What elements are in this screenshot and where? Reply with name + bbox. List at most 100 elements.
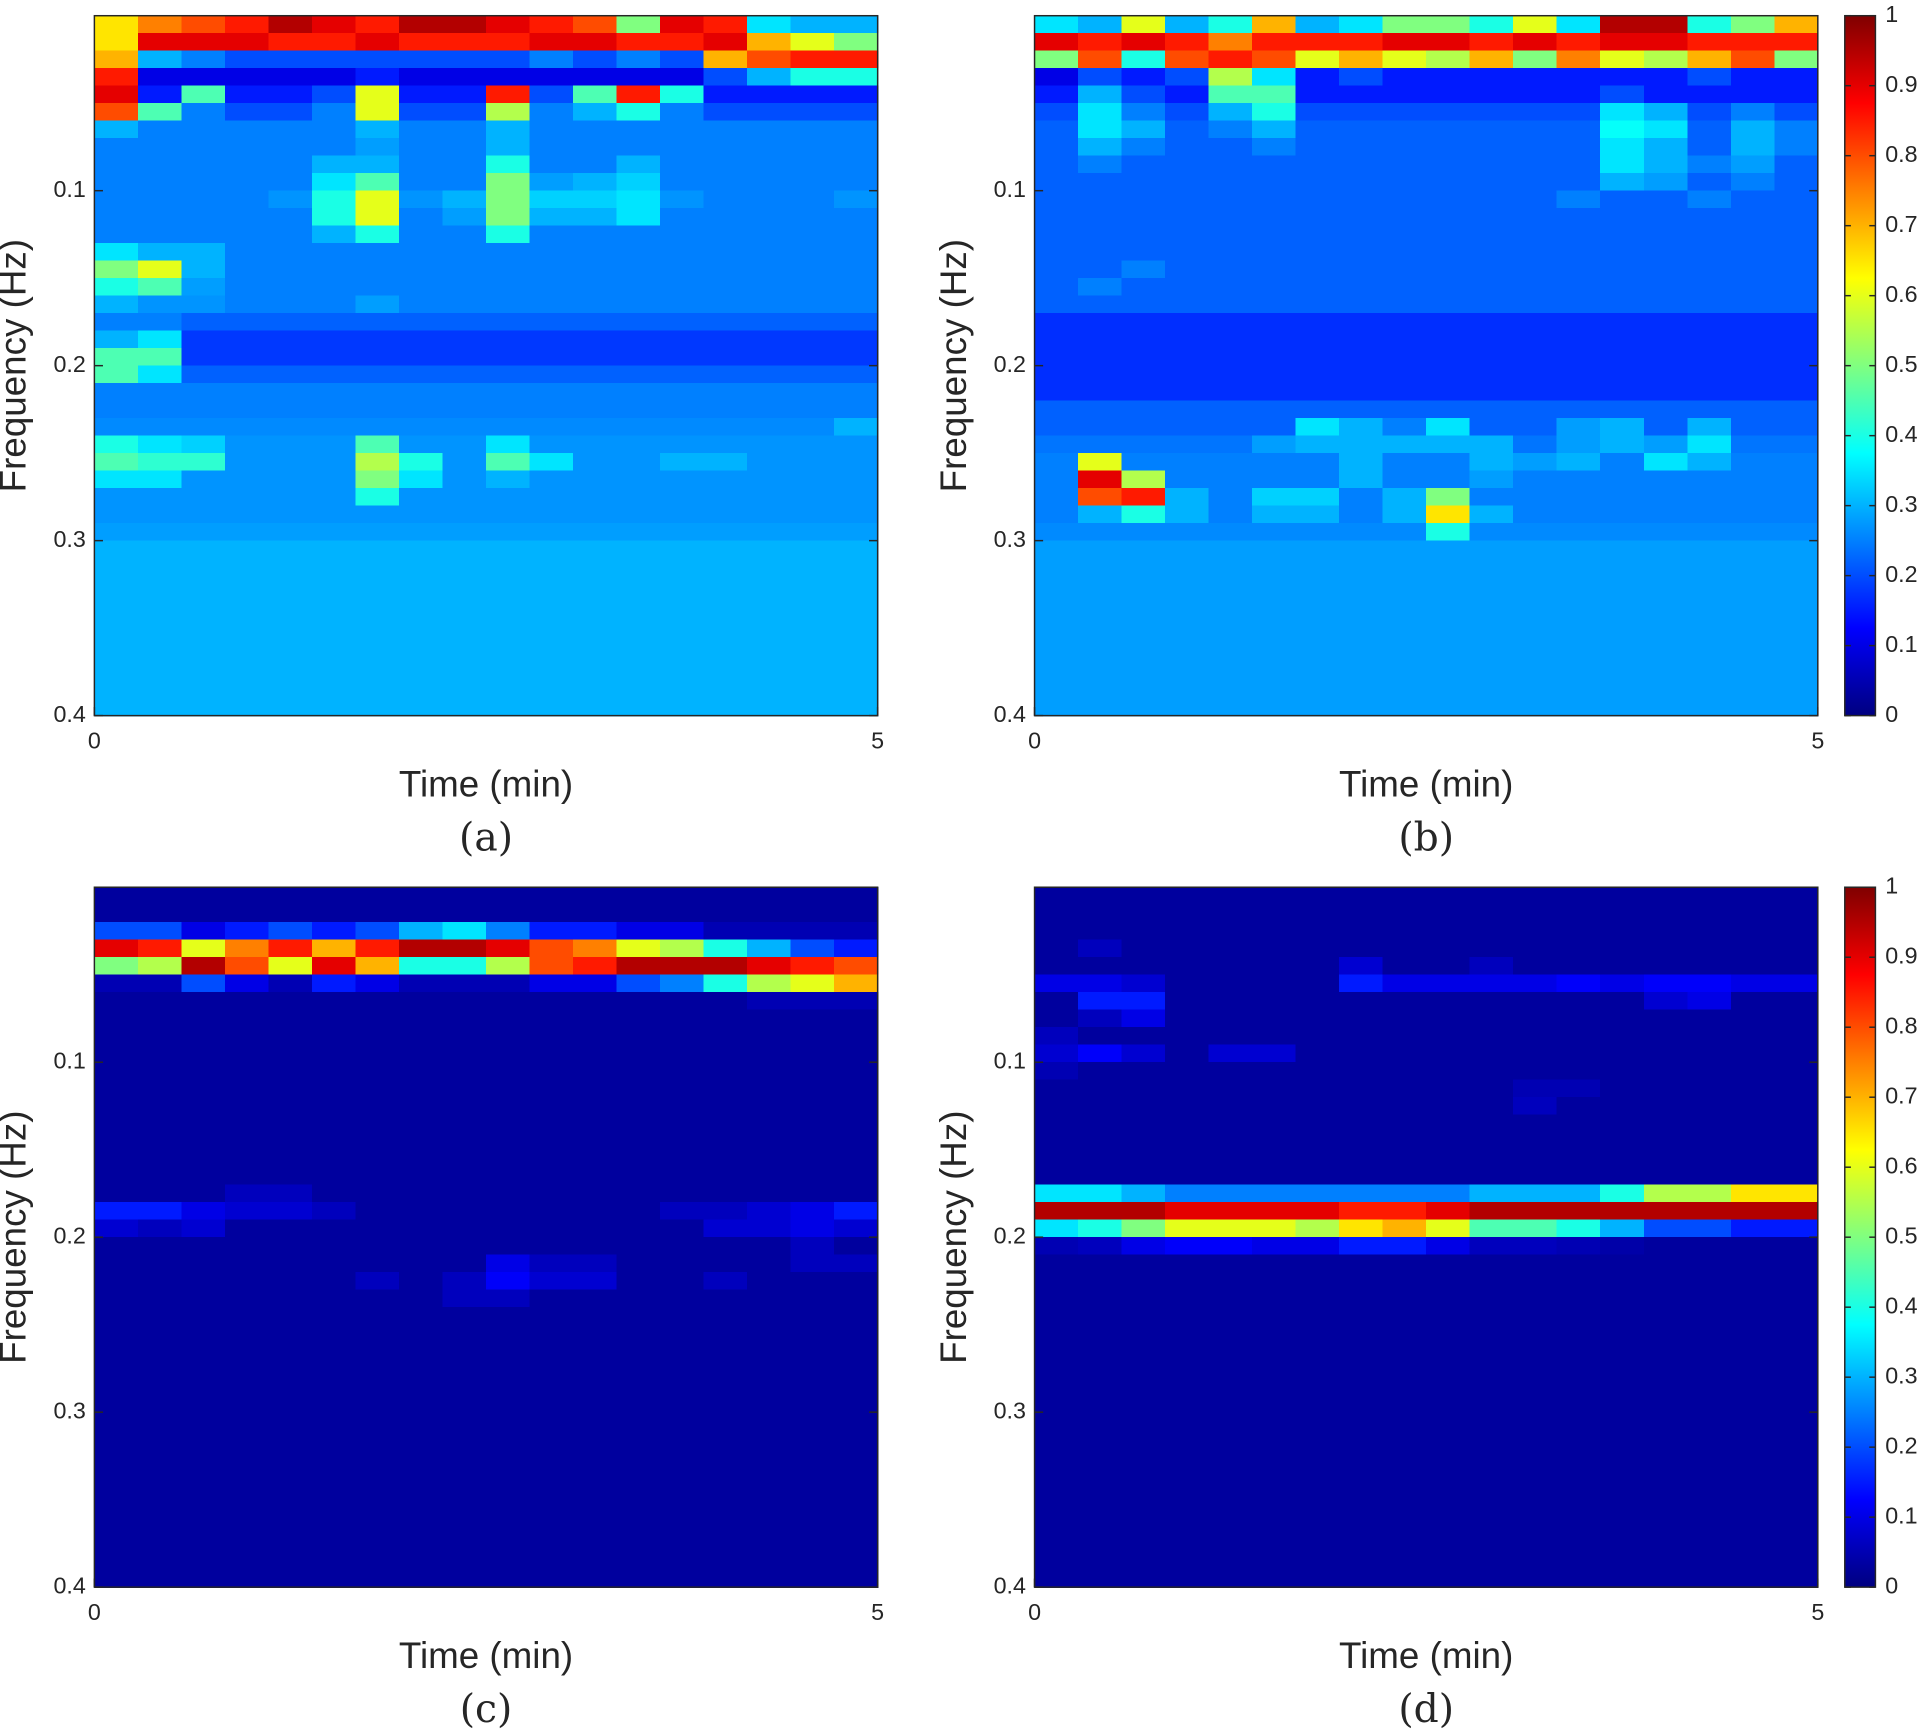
cell — [224, 488, 270, 507]
cell — [1513, 208, 1558, 227]
cell — [398, 1289, 444, 1308]
cell — [486, 1534, 531, 1553]
cell — [1208, 155, 1253, 174]
cell — [355, 1114, 400, 1133]
cell — [355, 1202, 400, 1221]
cell — [1208, 1517, 1253, 1536]
cell — [1121, 1132, 1166, 1151]
cell — [660, 1097, 705, 1116]
cell — [1295, 33, 1340, 52]
cell — [224, 992, 270, 1011]
cell — [834, 1324, 879, 1343]
cell — [442, 523, 487, 542]
cell — [1078, 383, 1123, 402]
cell — [1295, 295, 1340, 314]
cell — [1687, 1202, 1732, 1221]
cell — [224, 974, 270, 993]
cell — [137, 225, 183, 244]
cell — [1469, 1394, 1514, 1413]
cell — [181, 505, 226, 524]
cell — [1295, 992, 1340, 1011]
cell — [137, 400, 183, 419]
cell — [1643, 68, 1689, 87]
cell — [834, 698, 879, 717]
cell — [1600, 1447, 1645, 1466]
y-tick-label: 0.2 — [53, 1222, 85, 1248]
cell — [181, 1447, 226, 1466]
cell — [1165, 1342, 1210, 1361]
cell — [486, 610, 531, 629]
cell — [1469, 330, 1514, 349]
cell — [268, 1132, 313, 1151]
cell — [1687, 1289, 1732, 1308]
cell — [398, 365, 444, 384]
cell — [1382, 348, 1427, 367]
cell — [224, 610, 270, 629]
cell — [1295, 330, 1340, 349]
cell — [1687, 540, 1732, 559]
cell — [181, 558, 226, 577]
cell — [573, 400, 618, 419]
cell — [181, 365, 226, 384]
cell — [1382, 243, 1427, 262]
cell — [181, 1237, 226, 1256]
cell — [1208, 68, 1253, 87]
cell — [1513, 348, 1558, 367]
cell — [747, 1167, 792, 1186]
cell — [616, 1167, 661, 1186]
cell — [1121, 1569, 1166, 1588]
cell — [94, 904, 139, 923]
cell — [224, 1272, 270, 1291]
cell — [1121, 120, 1166, 139]
cell — [486, 1289, 531, 1308]
cell — [1426, 1167, 1471, 1186]
cell — [790, 1324, 835, 1343]
cell — [1339, 1324, 1384, 1343]
cell — [1382, 575, 1427, 594]
cell — [573, 68, 618, 87]
cell — [790, 558, 835, 577]
cell — [790, 313, 835, 332]
cell — [268, 1569, 313, 1588]
cell — [1774, 330, 1819, 349]
cell — [1121, 383, 1166, 402]
cell — [616, 1342, 661, 1361]
cell — [703, 348, 748, 367]
cell — [1034, 1552, 1079, 1571]
cell — [1165, 1132, 1210, 1151]
cell — [311, 260, 357, 279]
cell — [1513, 1447, 1558, 1466]
cell — [1426, 243, 1471, 262]
cell — [1121, 1219, 1166, 1238]
cell — [1556, 488, 1601, 507]
cell — [1034, 1447, 1079, 1466]
cell — [1643, 1097, 1689, 1116]
cell — [790, 33, 835, 52]
cell — [398, 1377, 444, 1396]
cell — [442, 435, 487, 454]
cell — [1339, 85, 1384, 104]
cell — [1643, 1114, 1689, 1133]
cell — [1426, 418, 1471, 437]
cell — [1600, 33, 1645, 52]
cell — [1208, 103, 1253, 122]
cell — [703, 1359, 748, 1378]
cell — [1382, 1027, 1427, 1046]
cell — [1382, 1464, 1427, 1483]
cell — [1034, 904, 1079, 923]
cell — [1339, 663, 1384, 682]
cell — [573, 922, 618, 941]
cell — [1687, 15, 1732, 34]
cell — [834, 1237, 879, 1256]
cell — [1339, 155, 1384, 174]
cell — [1774, 1167, 1819, 1186]
cell — [137, 470, 183, 489]
cell — [94, 974, 139, 993]
cell — [703, 295, 748, 314]
cell — [486, 1272, 531, 1291]
cell — [1339, 1062, 1384, 1081]
cell — [1121, 1412, 1166, 1431]
cell — [1034, 260, 1079, 279]
cell — [1295, 1149, 1340, 1168]
cell — [268, 15, 313, 34]
